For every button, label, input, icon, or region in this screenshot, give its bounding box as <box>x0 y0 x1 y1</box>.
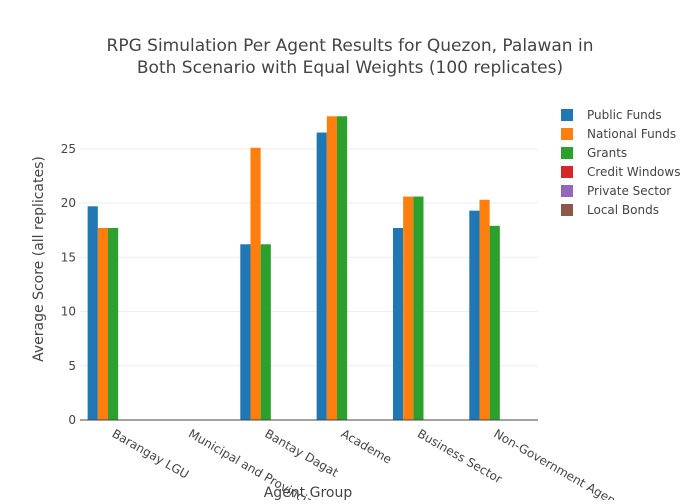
x-tick-label: Non-Government Agencies <box>491 426 638 500</box>
bar[interactable] <box>392 228 404 420</box>
bar[interactable] <box>403 196 414 420</box>
bar[interactable] <box>316 132 327 421</box>
y-tick-label: 20 <box>61 196 76 210</box>
bar[interactable] <box>240 244 251 420</box>
y-tick-label: 5 <box>68 359 76 373</box>
legend-swatch <box>561 204 573 216</box>
legend-item[interactable]: Grants <box>561 146 627 160</box>
legend-swatch <box>561 128 573 140</box>
bar[interactable] <box>336 116 348 421</box>
bar[interactable] <box>250 147 261 420</box>
legend-label: Grants <box>587 146 627 160</box>
bar[interactable] <box>97 228 108 420</box>
legend-swatch <box>561 185 573 197</box>
y-tick-label: 15 <box>61 250 76 264</box>
legend-item[interactable]: Public Funds <box>561 108 662 122</box>
x-tick-label: Bantay Dagat <box>262 426 341 479</box>
bar[interactable] <box>107 228 119 420</box>
bar[interactable] <box>469 210 480 420</box>
legend[interactable]: Public Funds National Funds Grants Credit W… <box>561 108 680 217</box>
bar[interactable] <box>326 116 337 421</box>
legend-swatch <box>561 166 573 178</box>
legend-swatch <box>561 109 573 121</box>
chart-title: RPG Simulation Per Agent Results for Que… <box>107 36 594 78</box>
x-tick-label: Business Sector <box>415 426 505 486</box>
legend-label: Credit Windows <box>587 165 680 179</box>
y-tick-label: 25 <box>61 142 76 156</box>
bar[interactable] <box>479 199 490 420</box>
bar[interactable] <box>489 225 500 420</box>
legend-item[interactable]: National Funds <box>561 127 676 141</box>
y-tick-label: 10 <box>61 305 76 319</box>
legend-item[interactable]: Private Sector <box>561 184 671 198</box>
bars[interactable] <box>87 116 500 421</box>
legend-item[interactable]: Local Bonds <box>561 203 659 217</box>
chart-title-line-2: Both Scenario with Equal Weights (100 re… <box>137 58 563 78</box>
legend-label: Private Sector <box>587 184 671 198</box>
x-tick-label: Academe <box>339 426 395 466</box>
bar[interactable] <box>87 206 98 420</box>
legend-item[interactable]: Credit Windows <box>561 165 680 179</box>
x-axis-title: Agent Group <box>264 485 353 500</box>
legend-label: National Funds <box>587 127 676 141</box>
bar[interactable] <box>260 244 271 420</box>
chart-title-line-1: RPG Simulation Per Agent Results for Que… <box>107 36 594 56</box>
legend-swatch <box>561 147 573 159</box>
y-axis-title: Average Score (all replicates) <box>31 156 47 362</box>
y-tick-label: 0 <box>68 413 76 427</box>
legend-label: Local Bonds <box>587 203 659 217</box>
gridlines <box>80 148 538 367</box>
bar[interactable] <box>413 196 424 420</box>
legend-label: Public Funds <box>587 108 662 122</box>
x-tick-label: Barangay LGU <box>110 426 192 481</box>
